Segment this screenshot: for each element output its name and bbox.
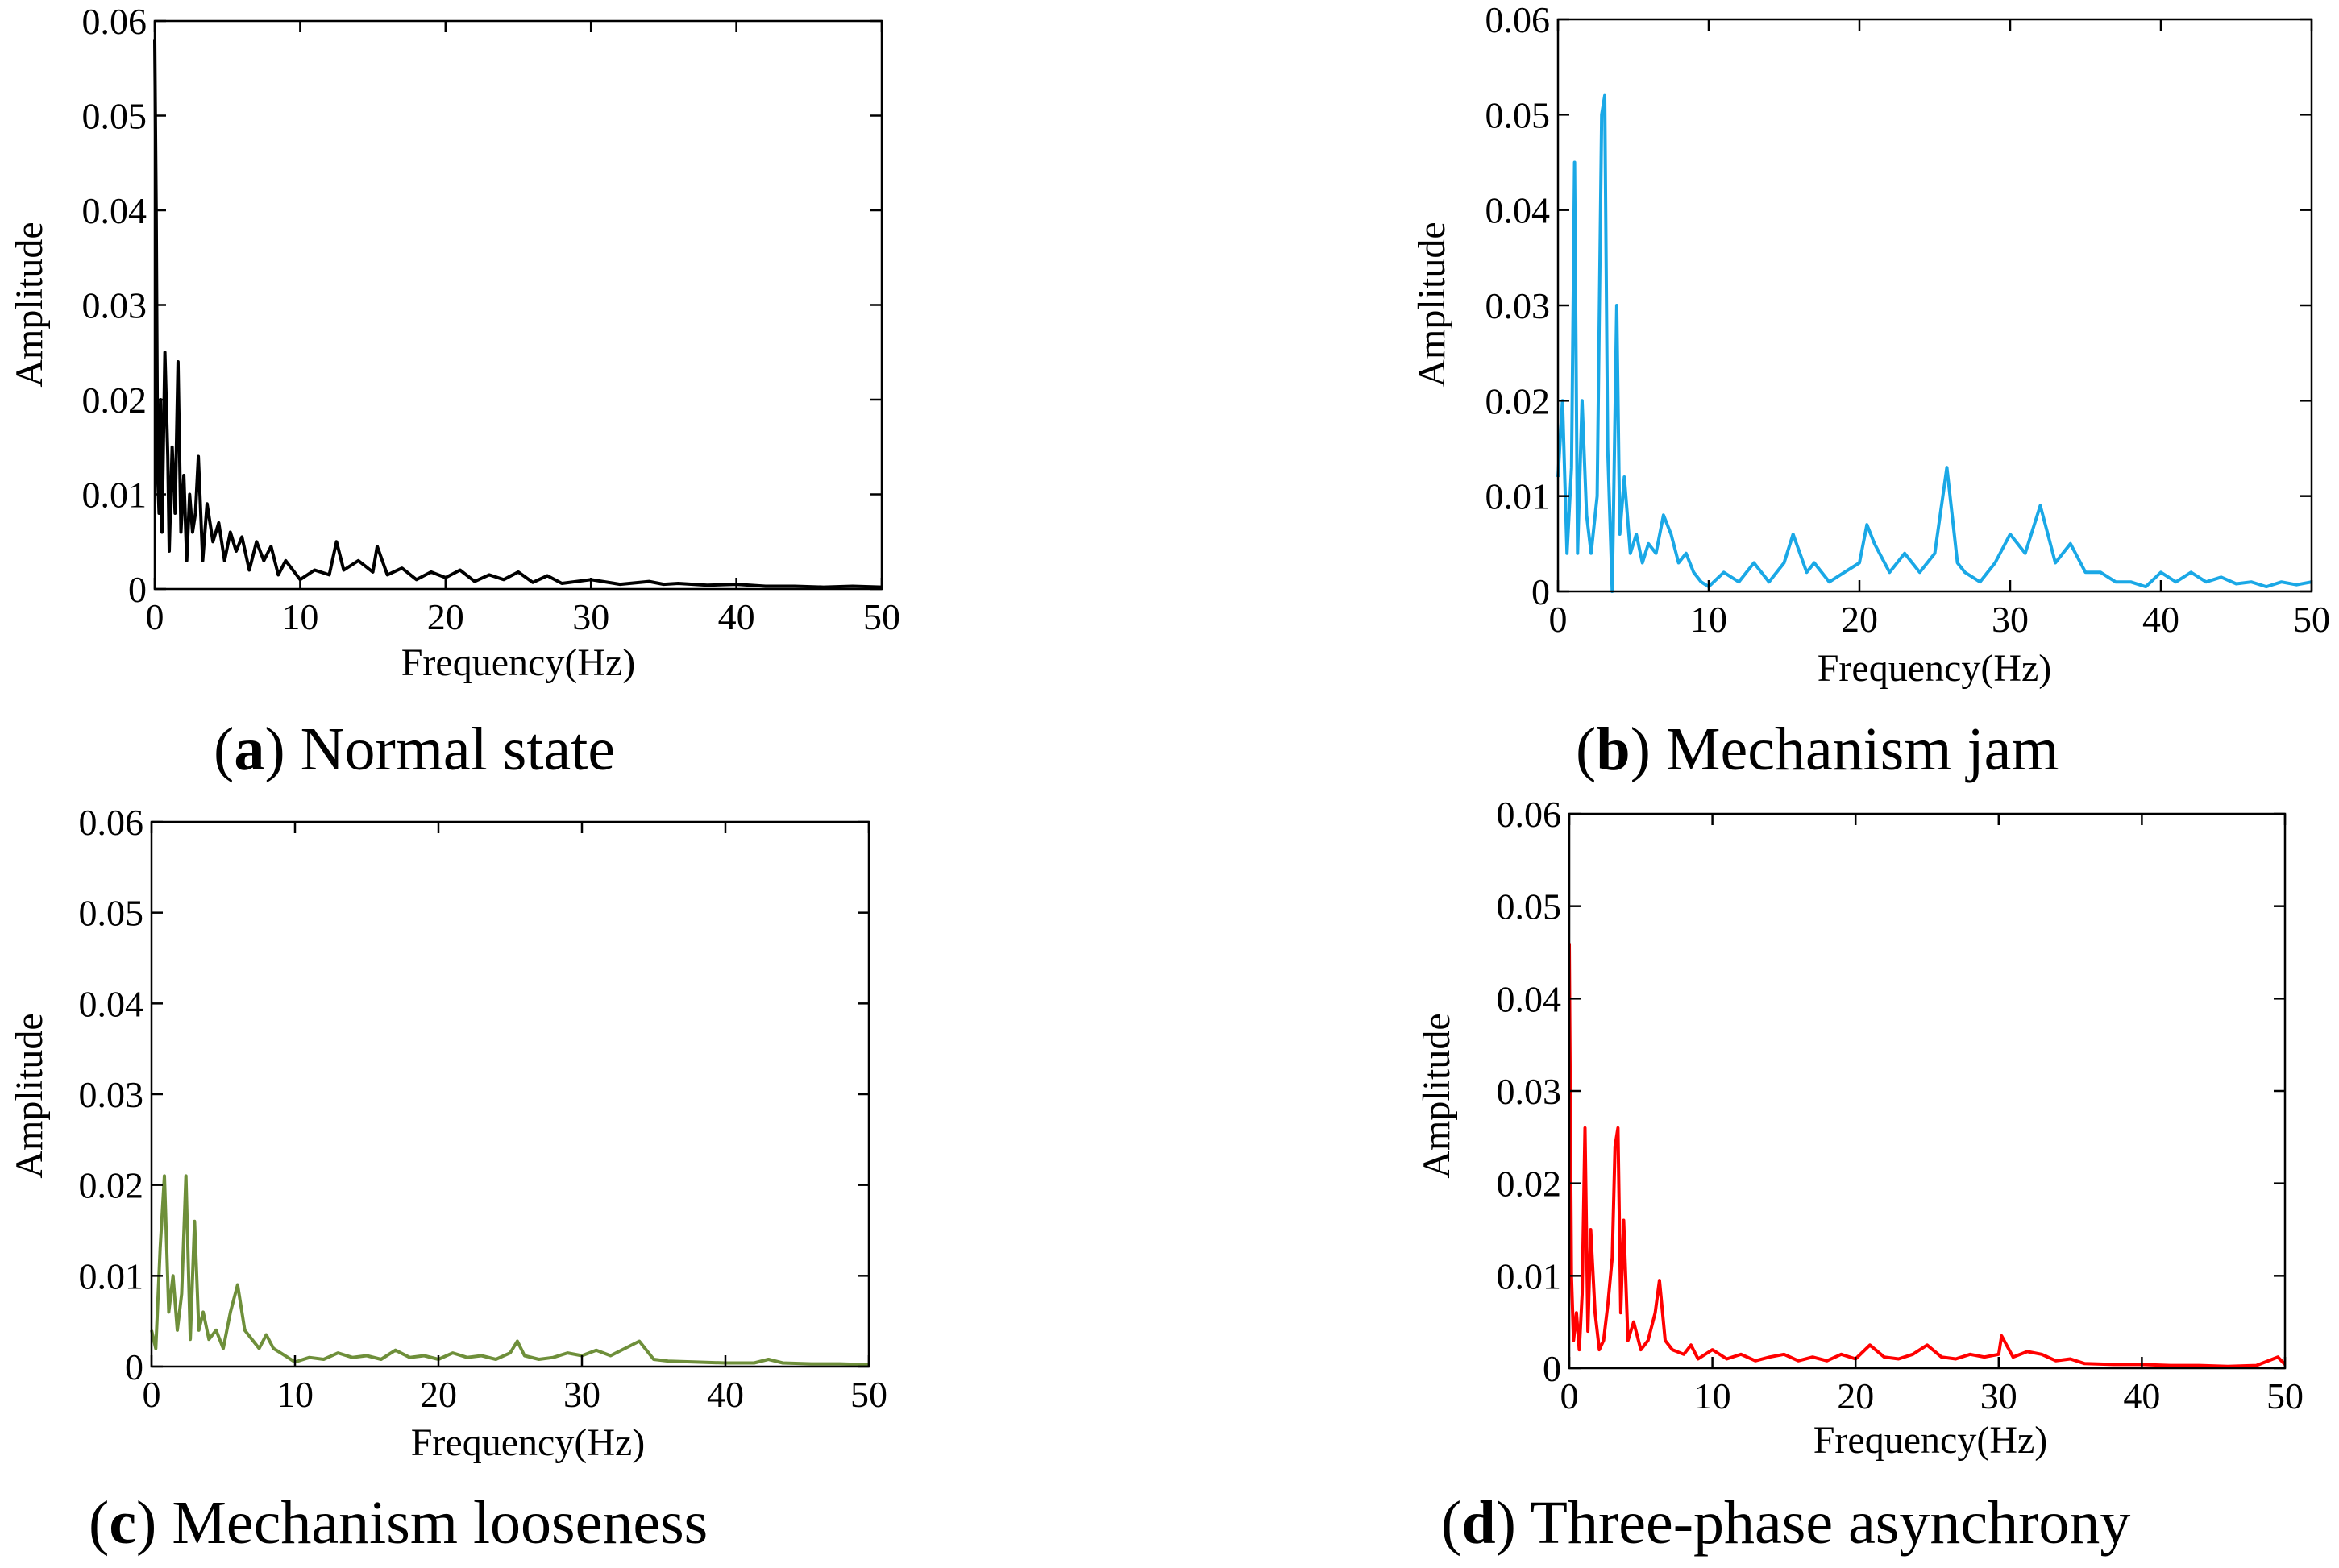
panel-b-ytick-label-2: 0.02 <box>1485 380 1551 421</box>
panel-c-xtick-label-4: 40 <box>707 1374 744 1415</box>
panel-c-series-line <box>150 1174 870 1367</box>
panel-b-xtick-label-0: 0 <box>1549 599 1568 640</box>
panel-a-ytick-label-5: 0.05 <box>82 96 147 137</box>
panel-c-caption: (c) Mechanism looseness <box>89 1489 708 1557</box>
panel-a-xtick-label-3: 30 <box>572 596 609 637</box>
panel-c-xtick-label-1: 10 <box>276 1374 314 1415</box>
panel-d-ytick-label-3: 0.03 <box>1497 1071 1562 1112</box>
panel-b-xtick-label-4: 40 <box>2142 599 2179 640</box>
panel-a-ytick-label-4: 0.04 <box>82 190 147 231</box>
panel-b-ytick-label-4: 0.04 <box>1485 190 1551 231</box>
panel-d-xtick-label-5: 50 <box>2266 1375 2304 1417</box>
panel-b-xtick-label-3: 30 <box>1992 599 2029 640</box>
panel-c-ytick-label-3: 0.03 <box>79 1074 144 1115</box>
panel-a-ytick-label-3: 0.03 <box>82 285 147 326</box>
panel-b-xtick-label-2: 20 <box>1841 599 1878 640</box>
panel-d-caption-title: Three-phase asynchrony <box>1531 1489 2131 1557</box>
panel-c-xtick-label-2: 20 <box>420 1374 457 1415</box>
panel-b-ylabel: Amplitude <box>1410 222 1453 387</box>
panel-c-xtick-label-5: 50 <box>850 1374 887 1415</box>
panel-c-ytick-label-4: 0.04 <box>79 983 144 1024</box>
panel-a-ytick-label-6: 0.06 <box>82 1 147 42</box>
panel-d-xtick-label-0: 0 <box>1560 1375 1579 1417</box>
panel-a-caption-letter: a <box>234 716 264 783</box>
panel-b-ytick-label-3: 0.03 <box>1485 285 1551 326</box>
panel-b-ytick-label-6: 0.06 <box>1485 0 1551 40</box>
panel-c-ytick-label-2: 0.02 <box>79 1165 144 1206</box>
panel-a-plot-frame <box>153 19 883 591</box>
panel-d-series-line <box>1568 943 2287 1368</box>
panel-d-ytick-label-6: 0.06 <box>1497 794 1562 835</box>
panel-d-xlabel: Frequency(Hz) <box>1813 1419 2048 1462</box>
panel-c-ytick-label-0: 0 <box>125 1346 143 1388</box>
panel-a-caption-title: Normal state <box>301 716 615 783</box>
panel-b-plot-frame <box>1556 18 2313 593</box>
panel-d-ytick-label-4: 0.04 <box>1497 978 1562 1019</box>
panel-d-xtick-label-4: 40 <box>2123 1375 2160 1417</box>
panel-b-caption-letter: b <box>1596 716 1630 783</box>
panel-d-ytick-label-5: 0.05 <box>1497 886 1562 927</box>
panel-c: Amplitude Frequency(Hz) (c) Mechanism lo… <box>8 802 887 1557</box>
panel-d-caption: (d) Three-phase asynchrony <box>1441 1489 2130 1557</box>
panel-c-caption-letter: c <box>109 1489 136 1557</box>
panel-b-series-line <box>1556 93 2312 593</box>
panel-a-xtick-label-0: 0 <box>146 596 164 637</box>
panel-a-ylabel: Amplitude <box>8 222 51 387</box>
panel-c-ytick-label-1: 0.01 <box>79 1255 144 1296</box>
panel-b-xtick-label-1: 10 <box>1690 599 1727 640</box>
panel-b-caption-title: Mechanism jam <box>1666 716 2059 783</box>
panel-d-xtick-label-3: 30 <box>1980 1375 2017 1417</box>
panel-b-ytick-label-0: 0 <box>1531 571 1550 612</box>
panel-c-xtick-label-3: 30 <box>563 1374 600 1415</box>
panel-b-caption: (b) Mechanism jam <box>1576 716 2059 783</box>
panel-d-xtick-label-2: 20 <box>1837 1375 1874 1417</box>
panel-a: Amplitude Frequency(Hz) (a) Normal state… <box>8 1 900 783</box>
panel-a-xlabel: Frequency(Hz) <box>401 641 636 684</box>
panel-a-ytick-label-0: 0 <box>128 569 147 610</box>
panel-a-ytick-label-1: 0.01 <box>82 475 147 516</box>
panel-a-series-line <box>153 39 883 589</box>
panel-d-ytick-label-2: 0.02 <box>1497 1164 1562 1205</box>
panel-c-ylabel: Amplitude <box>8 1013 51 1178</box>
panel-b-xtick-label-5: 50 <box>2293 599 2330 640</box>
panel-c-plot-frame <box>150 820 870 1368</box>
panel-b-ytick-label-5: 0.05 <box>1485 94 1551 135</box>
panel-b-ytick-label-1: 0.01 <box>1485 476 1551 517</box>
panel-d-ytick-label-1: 0.01 <box>1497 1255 1562 1296</box>
panel-a-xtick-label-5: 50 <box>863 596 900 637</box>
panel-c-caption-title: Mechanism looseness <box>172 1489 708 1557</box>
panel-d-caption-letter: d <box>1461 1489 1495 1557</box>
panel-c-ytick-label-6: 0.06 <box>79 802 144 843</box>
panel-d-plot-frame <box>1568 812 2287 1370</box>
panel-b-xlabel: Frequency(Hz) <box>1818 647 2052 690</box>
panel-d-ytick-label-0: 0 <box>1543 1348 1561 1389</box>
panel-b: Amplitude Frequency(Hz) (b) Mechanism ja… <box>1410 0 2330 783</box>
panel-d-xtick-label-1: 10 <box>1694 1375 1731 1417</box>
panel-c-ytick-label-5: 0.05 <box>79 893 144 934</box>
panel-a-xtick-label-2: 20 <box>427 596 464 637</box>
panel-d: Amplitude Frequency(Hz) (d) Three-phase … <box>1415 794 2304 1557</box>
panel-a-xtick-label-4: 40 <box>718 596 755 637</box>
panel-a-xtick-label-1: 10 <box>281 596 318 637</box>
panel-d-ylabel: Amplitude <box>1415 1013 1458 1178</box>
panel-c-xlabel: Frequency(Hz) <box>411 1421 646 1464</box>
panel-a-ytick-label-2: 0.02 <box>82 380 147 421</box>
panel-c-xtick-label-0: 0 <box>143 1374 161 1415</box>
panel-a-caption: (a) Normal state <box>214 716 615 783</box>
